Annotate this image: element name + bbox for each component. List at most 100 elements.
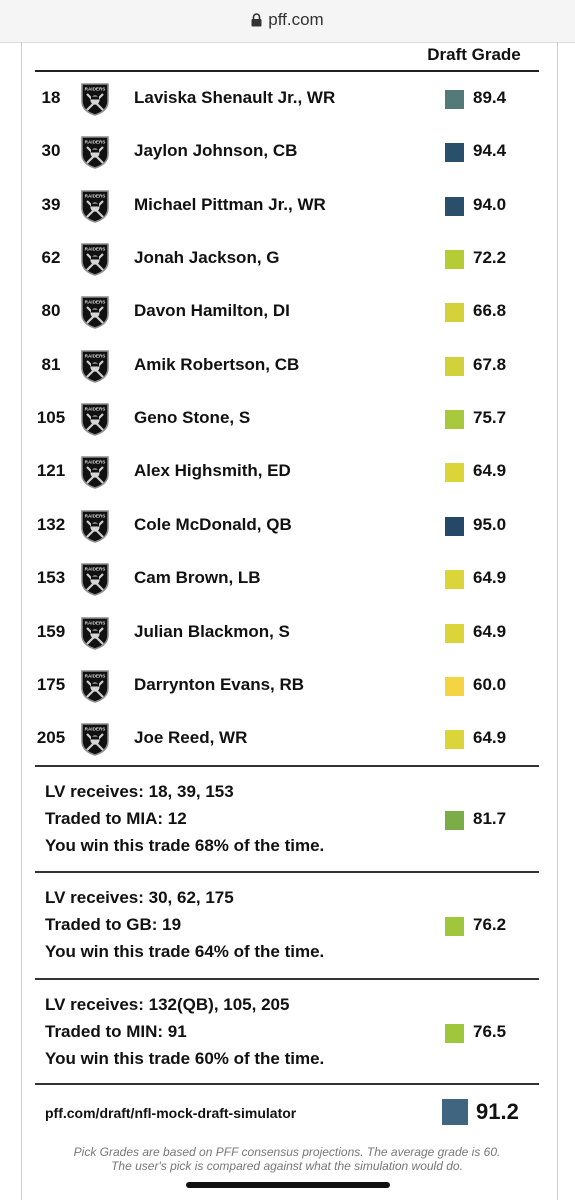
- pick-grade: 64.9: [473, 728, 507, 748]
- grade-swatch: [445, 196, 464, 216]
- trade-traded-to: Traded to MIN: 91: [45, 1022, 187, 1041]
- pick-number: 159: [36, 621, 66, 641]
- trade-grade-swatch: [445, 917, 464, 936]
- pick-number: 39: [41, 194, 61, 214]
- raiders-shield-icon: RAIDERS: [81, 670, 109, 703]
- logo-text: RAIDERS: [85, 620, 106, 625]
- grade-swatch: [445, 516, 464, 536]
- pick-row: 18 RAIDERS Laviska Shenault Jr., WR 89.4: [35, 72, 539, 125]
- raiders-shield-icon: RAIDERS: [81, 136, 109, 170]
- grade-swatch: [445, 143, 464, 163]
- raiders-shield-icon: RAIDERS: [81, 509, 109, 543]
- grade-swatch: [445, 730, 464, 750]
- player-name: Jonah Jackson, G: [134, 248, 280, 268]
- grade-swatch: [445, 250, 464, 270]
- pick-number: 105: [36, 408, 66, 428]
- pick-grade: 67.8: [473, 354, 507, 374]
- grade-note-line1: Pick Grades are based on PFF consensus p…: [73, 1145, 501, 1159]
- url-text: pff.com: [268, 10, 324, 29]
- raiders-shield-icon: RAIDERS: [81, 349, 109, 383]
- pick-grade: 64.9: [473, 461, 507, 481]
- pick-number: 18: [41, 88, 61, 107]
- grade-swatch: [445, 303, 464, 323]
- pick-row: 80 RAIDERS Davon Hamilton, DI 66.8: [35, 285, 539, 338]
- grade-swatch: [445, 570, 464, 590]
- player-name: Davon Hamilton, DI: [134, 301, 290, 321]
- pick-number: 132: [36, 514, 66, 534]
- trade-grade-swatch: [445, 811, 464, 830]
- logo-text: RAIDERS: [85, 353, 106, 358]
- lock-icon: [251, 13, 262, 27]
- raiders-shield-icon: RAIDERS: [81, 563, 109, 596]
- pick-grade: 75.7: [473, 408, 507, 428]
- logo-text: RAIDERS: [85, 513, 106, 518]
- pick-row: 132 RAIDERS Cole McDonald, QB 95.0: [35, 499, 539, 552]
- player-name: Geno Stone, S: [134, 408, 251, 428]
- logo-text: RAIDERS: [85, 727, 106, 732]
- pick-row: 153 RAIDERS Cam Brown, LB 64.9: [35, 552, 539, 605]
- player-name: Laviska Shenault Jr., WR: [134, 88, 336, 107]
- grade-swatch: [445, 676, 464, 696]
- logo-text: RAIDERS: [85, 87, 106, 92]
- grade-swatch: [445, 623, 464, 643]
- raiders-shield-icon: RAIDERS: [81, 403, 109, 436]
- logo-text: RAIDERS: [85, 567, 106, 572]
- player-name: Cam Brown, LB: [134, 568, 261, 588]
- pick-number: 175: [36, 674, 66, 694]
- trade-traded-to: Traded to MIA: 12: [45, 809, 187, 828]
- trade-grade: 81.7: [473, 809, 507, 828]
- raiders-shield-icon: RAIDERS: [81, 243, 109, 276]
- pick-row: 105 RAIDERS Geno Stone, S 75.7: [35, 392, 539, 445]
- pick-number: 62: [41, 248, 61, 268]
- raiders-shield-icon: RAIDERS: [81, 456, 109, 490]
- trade-divider: [35, 978, 539, 980]
- player-name: Amik Robertson, CB: [134, 354, 300, 374]
- player-name: Alex Highsmith, ED: [134, 461, 291, 481]
- pick-grade: 64.9: [473, 621, 507, 641]
- overall-grade: 91.2: [476, 1099, 519, 1124]
- trade-receives: LV receives: 30, 62, 175: [45, 888, 234, 907]
- pick-row: 175 RAIDERS Darrynton Evans, RB 60.0: [35, 659, 539, 712]
- trade-win-rate: You win this trade 64% of the time.: [45, 942, 325, 961]
- pick-row: 39 RAIDERS Michael Pittman Jr., WR 94.0: [35, 179, 539, 232]
- grade-swatch: [445, 90, 464, 109]
- pick-grade: 64.9: [473, 568, 507, 588]
- pick-number: 121: [36, 461, 66, 481]
- draft-grade-header: Draft Grade: [427, 45, 521, 64]
- trade-divider: [35, 765, 539, 767]
- trade-divider: [35, 871, 539, 873]
- pick-grade: 66.8: [473, 301, 507, 321]
- simulator-link[interactable]: pff.com/draft/nfl-mock-draft-simulator: [45, 1105, 297, 1121]
- trade-win-rate: You win this trade 68% of the time.: [45, 836, 325, 855]
- player-name: Julian Blackmon, S: [134, 621, 290, 641]
- logo-text: RAIDERS: [85, 140, 106, 145]
- pick-grade: 95.0: [473, 514, 507, 534]
- pick-row: 205 RAIDERS Joe Reed, WR 64.9: [35, 712, 539, 765]
- home-indicator[interactable]: [186, 1182, 390, 1188]
- grade-swatch: [445, 410, 464, 430]
- pick-row: 30 RAIDERS Jaylon Johnson, CB 94.4: [35, 125, 539, 178]
- logo-text: RAIDERS: [85, 460, 106, 465]
- pick-row: 62 RAIDERS Jonah Jackson, G 72.2: [35, 232, 539, 285]
- raiders-shield-icon: RAIDERS: [81, 296, 109, 330]
- raiders-shield-icon: RAIDERS: [81, 723, 109, 757]
- player-name: Darrynton Evans, RB: [134, 674, 305, 694]
- content-frame: [21, 42, 558, 1200]
- logo-text: RAIDERS: [85, 673, 106, 678]
- logo-text: RAIDERS: [85, 300, 106, 305]
- pick-number: 81: [41, 354, 61, 374]
- trade-summary: LV receives: 30, 62, 175 Traded to GB: 19…: [35, 873, 539, 977]
- raiders-shield-icon: RAIDERS: [81, 616, 109, 650]
- player-name: Michael Pittman Jr., WR: [134, 194, 326, 214]
- logo-text: RAIDERS: [85, 247, 106, 252]
- player-name: Joe Reed, WR: [134, 728, 248, 748]
- trade-summary: LV receives: 132(QB), 105, 205 Traded to …: [35, 980, 539, 1084]
- address-bar[interactable]: pff.com: [0, 10, 575, 30]
- pick-row: 121 RAIDERS Alex Highsmith, ED 64.9: [35, 445, 539, 498]
- trade-grade: 76.5: [473, 1022, 507, 1041]
- grade-swatch: [445, 463, 464, 483]
- trade-receives: LV receives: 132(QB), 105, 205: [45, 995, 290, 1014]
- pick-number: 153: [36, 568, 66, 588]
- pick-grade: 94.4: [473, 141, 507, 161]
- trade-receives: LV receives: 18, 39, 153: [45, 782, 234, 801]
